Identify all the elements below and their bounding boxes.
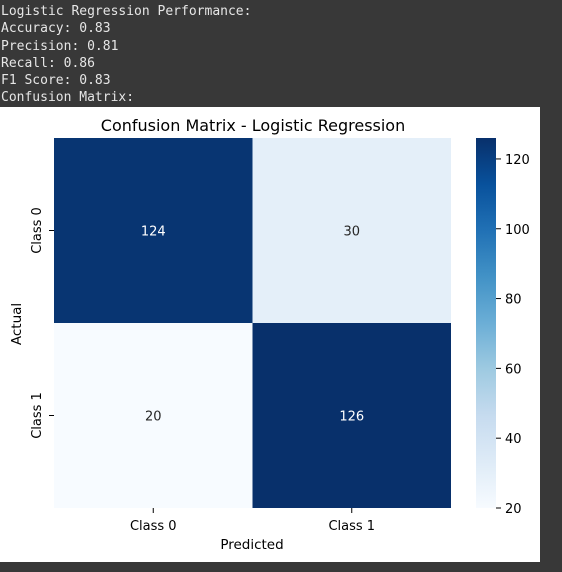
console-line: F1 Score: 0.83: [1, 72, 251, 89]
heatmap-chart: Confusion Matrix - Logistic Regression 1…: [0, 107, 540, 562]
cell-value-label: 124: [141, 225, 166, 240]
console-output: Logistic Regression Performance: Accuracy…: [1, 3, 251, 107]
console-line: Confusion Matrix:: [1, 89, 251, 106]
console-line: Precision: 0.81: [1, 38, 251, 55]
y-tick-label: Class 1: [30, 392, 45, 439]
colorbar: [476, 138, 496, 508]
cell-value-label: 20: [145, 410, 162, 425]
colorbar-tick-label: 80: [505, 293, 522, 308]
x-tick-label: Class 1: [328, 519, 375, 534]
colorbar-tick-label: 120: [505, 153, 530, 168]
x-axis-label: Predicted: [220, 537, 283, 553]
colorbar-tick-label: 40: [505, 432, 522, 447]
console-line: Logistic Regression Performance:: [1, 3, 251, 20]
cell-value-label: 30: [343, 225, 360, 240]
confusion-matrix-figure: Confusion Matrix - Logistic Regression 1…: [0, 107, 540, 562]
colorbar-tick-label: 20: [505, 502, 522, 517]
cell-value-label: 126: [339, 410, 364, 425]
y-tick-label: Class 0: [30, 207, 45, 254]
x-tick-label: Class 0: [130, 519, 177, 534]
colorbar-tick-label: 60: [505, 362, 522, 377]
colorbar-tick-label: 100: [505, 223, 530, 238]
chart-title: Confusion Matrix - Logistic Regression: [101, 116, 405, 135]
console-line: Recall: 0.86: [1, 55, 251, 72]
y-axis-label: Actual: [9, 303, 25, 345]
console-line: Accuracy: 0.83: [1, 20, 251, 37]
